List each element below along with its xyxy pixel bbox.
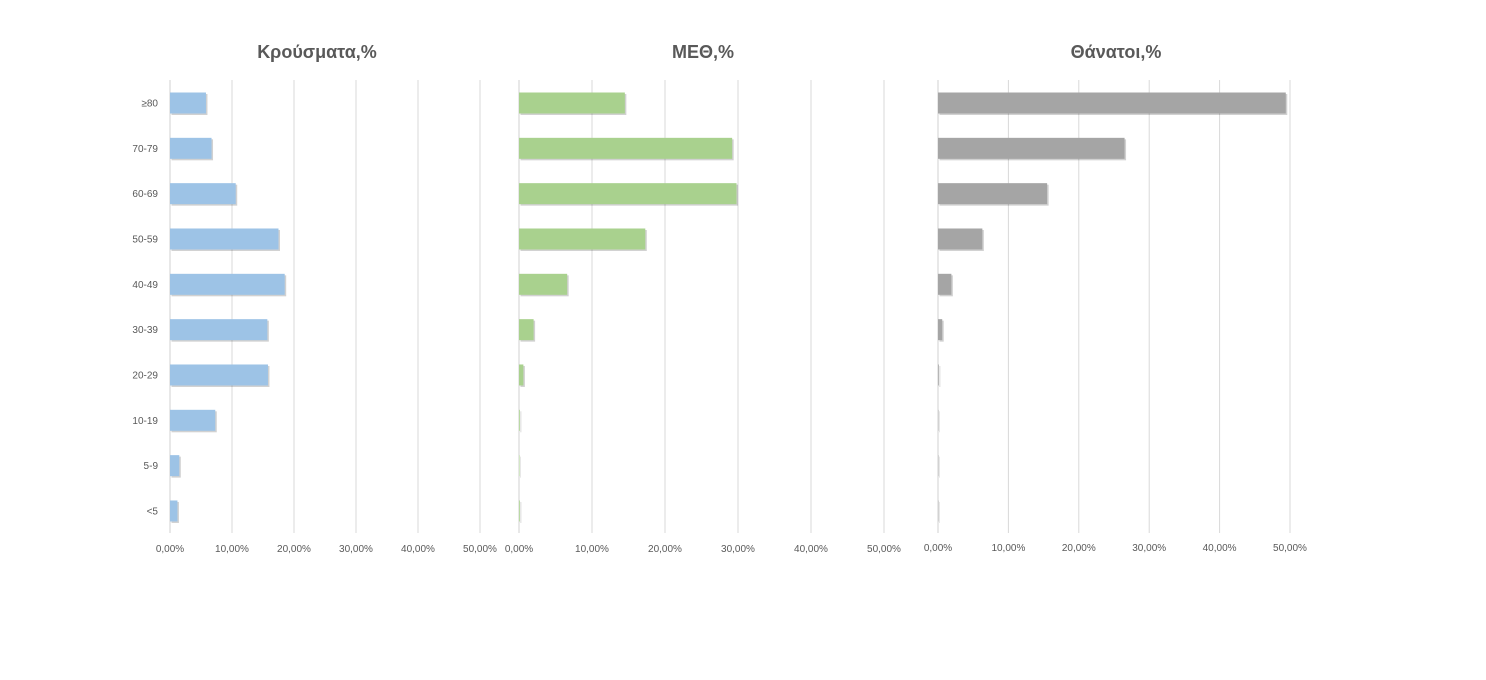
cases-x-tick-label: 30,00%	[339, 544, 373, 555]
icu-bar	[519, 364, 524, 386]
deaths-x-tick-label: 50,00%	[1273, 543, 1307, 554]
cases-x-tick-label: 40,00%	[401, 544, 435, 555]
cases-x-tick-label: 10,00%	[215, 544, 249, 555]
icu-bar	[519, 137, 733, 159]
age-group-label: <5	[147, 506, 159, 517]
age-group-label: 10-19	[132, 416, 158, 427]
deaths-x-tick-label: 20,00%	[1062, 543, 1096, 554]
cases-x-tick-label: 20,00%	[277, 544, 311, 555]
age-group-label: 50-59	[132, 234, 158, 245]
icu-x-tick-label: 30,00%	[721, 544, 755, 555]
icu-bar	[519, 500, 520, 522]
cases-bar	[170, 92, 206, 114]
icu-bar	[519, 409, 520, 431]
deaths-chart-title: Θάνατοι,%	[1071, 42, 1162, 62]
deaths-x-tick-label: 0,00%	[924, 543, 952, 554]
icu-x-tick-label: 50,00%	[867, 544, 901, 555]
deaths-chart: Θάνατοι,% 0,00% 10,00% 20,00% 30,00% 40,00% 5…	[924, 42, 1307, 554]
age-group-label: 70-79	[132, 144, 158, 155]
age-group-label: 5-9	[144, 461, 159, 472]
deaths-bar-shadow	[939, 501, 940, 523]
icu-bar	[519, 92, 625, 114]
deaths-bar	[938, 273, 952, 295]
icu-bar-shadow	[520, 411, 522, 433]
cases-chart-title: Κρούσματα,%	[257, 42, 377, 62]
cases-bar	[170, 183, 236, 205]
cases-bar	[170, 319, 268, 341]
cases-bar	[170, 137, 212, 159]
cases-bar	[170, 228, 279, 250]
icu-chart: ΜΕΘ,% 0,00% 10,00% 20,00% 30,00% 40,00% 50,00…	[505, 42, 901, 555]
deaths-x-tick-label: 10,00%	[991, 543, 1025, 554]
cases-bar	[170, 273, 285, 295]
icu-bar	[519, 319, 534, 341]
icu-bar	[519, 228, 646, 250]
deaths-x-tick-label: 30,00%	[1132, 543, 1166, 554]
icu-x-tick-label: 20,00%	[648, 544, 682, 555]
icu-x-tick-label: 40,00%	[794, 544, 828, 555]
icu-bar-shadow	[520, 501, 522, 523]
cases-x-tick-label: 50,00%	[463, 544, 497, 555]
age-group-label: 20-29	[132, 370, 158, 381]
cases-bar	[170, 500, 178, 522]
deaths-bar-shadow	[939, 365, 941, 387]
icu-x-tick-label: 10,00%	[575, 544, 609, 555]
deaths-bar	[938, 364, 939, 386]
icu-chart-title: ΜΕΘ,%	[672, 42, 734, 62]
cases-bar	[170, 409, 216, 431]
deaths-x-tick-label: 40,00%	[1203, 543, 1237, 554]
icu-x-tick-label: 0,00%	[505, 544, 533, 555]
deaths-bar	[938, 409, 939, 431]
deaths-bar	[938, 455, 939, 477]
icu-bar-shadow	[520, 456, 521, 478]
cases-chart: Κρούσματα,% 0,00% 10,00% 20,00% 30,00% 40,00…	[132, 42, 497, 555]
icu-bar	[519, 183, 737, 205]
deaths-bar	[938, 92, 1286, 114]
icu-bar	[519, 455, 520, 477]
deaths-bar	[938, 183, 1048, 205]
cases-bar	[170, 455, 180, 477]
cases-bar	[170, 364, 268, 386]
cases-x-tick-label: 0,00%	[156, 544, 184, 555]
deaths-bar	[938, 137, 1125, 159]
age-group-label: 60-69	[132, 189, 158, 200]
icu-bar	[519, 273, 568, 295]
age-group-label: ≥80	[141, 99, 158, 110]
deaths-bar	[938, 319, 943, 341]
deaths-bar	[938, 500, 939, 522]
deaths-bar-shadow	[939, 456, 940, 478]
deaths-bar	[938, 228, 983, 250]
age-group-label: 30-39	[132, 325, 158, 336]
age-group-label: 40-49	[132, 280, 158, 291]
deaths-bar-shadow	[939, 411, 940, 433]
